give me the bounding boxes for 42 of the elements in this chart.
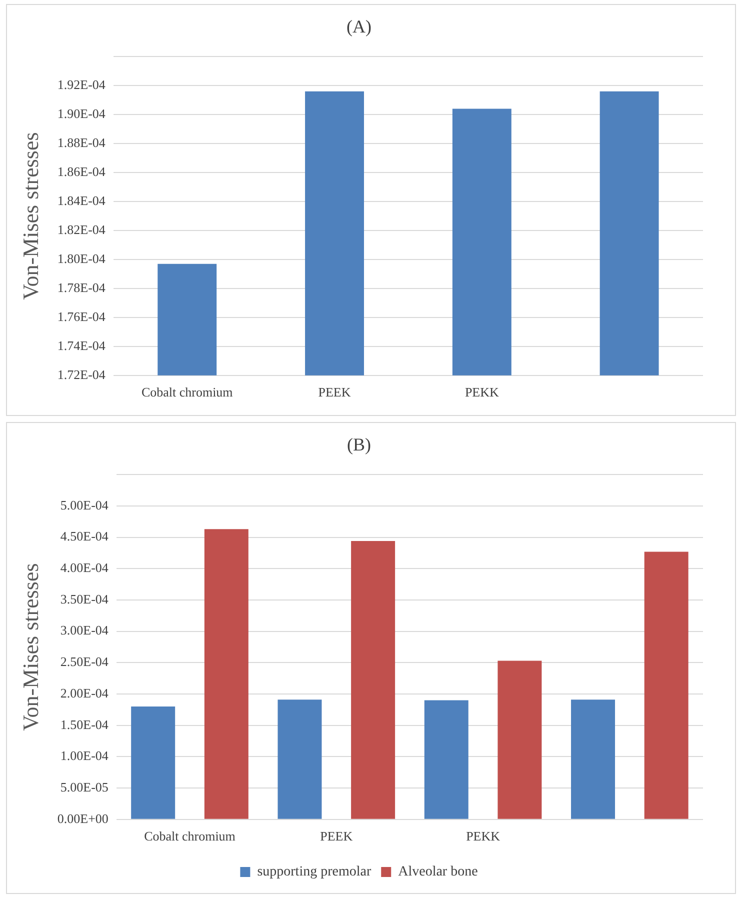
y-tick-label: 4.50E-04 (60, 528, 109, 544)
y-tick-label: 1.84E-04 (57, 192, 106, 208)
legend-label: supporting premolar (257, 864, 372, 880)
y-tick-label: 1.88E-04 (57, 134, 106, 150)
y-tick-label: 1.00E-04 (60, 748, 109, 764)
y-tick-label: 1.90E-04 (57, 106, 106, 121)
x-tick-label: PEEK (318, 384, 352, 400)
y-axis-title: Von-Mises stresses (18, 563, 43, 731)
y-tick-label: 5.00E-04 (60, 497, 109, 512)
y-tick-label: 1.86E-04 (57, 164, 106, 179)
chart-title: (A) (346, 16, 372, 37)
y-tick-label: 1.76E-04 (57, 308, 106, 324)
x-tick-label: PEKK (466, 828, 501, 844)
chart-title: (B) (347, 434, 371, 455)
y-tick-label: 0.00E+00 (57, 810, 108, 826)
y-tick-label: 1.78E-04 (57, 280, 106, 295)
y-tick-label: 1.92E-04 (57, 77, 106, 92)
y-tick-label: 3.00E-04 (60, 622, 109, 638)
y-tick-label: 1.82E-04 (57, 222, 106, 237)
y-axis-title: Von-Mises stresses (18, 132, 43, 300)
y-tick-label: 5.00E-05 (60, 779, 108, 794)
y-tick-label: 3.50E-04 (60, 591, 109, 606)
y-tick-label: 1.72E-04 (57, 366, 106, 382)
bar (498, 660, 542, 819)
x-tick-label: Cobalt chromium (141, 384, 233, 400)
bar (131, 706, 176, 819)
y-tick-label: 1.50E-04 (60, 716, 109, 732)
y-tick-label: 4.00E-04 (60, 560, 109, 576)
bar (204, 529, 248, 819)
bar (571, 700, 616, 819)
y-tick-label: 1.80E-04 (57, 250, 106, 266)
x-tick-label: PEKK (464, 384, 500, 400)
y-tick-label: 2.00E-04 (60, 685, 109, 700)
x-tick-label: PEEK (320, 828, 354, 844)
bar (278, 700, 322, 819)
y-tick-label: 2.50E-04 (60, 654, 109, 670)
bar (424, 700, 468, 819)
x-tick-label: Cobalt chromium (144, 828, 236, 844)
bar (351, 541, 396, 819)
y-tick-label: 1.74E-04 (57, 338, 106, 353)
bar (644, 552, 688, 819)
legend-label: Alveolar bone (398, 864, 478, 880)
